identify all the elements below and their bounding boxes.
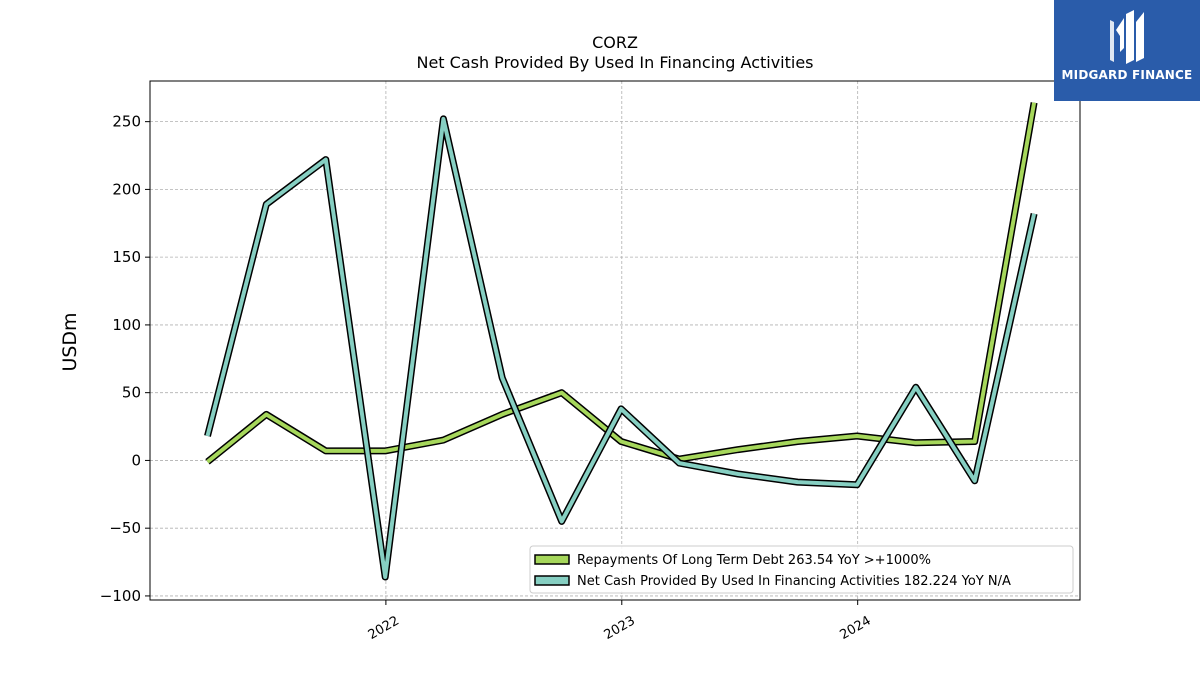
legend-label: Net Cash Provided By Used In Financing A… bbox=[577, 574, 1011, 589]
x-axis: 2022 2023 2024 bbox=[366, 600, 874, 643]
series-line bbox=[205, 116, 1037, 579]
legend-label: Repayments Of Long Term Debt 263.54 YoY … bbox=[577, 553, 931, 568]
y-tick-label: 150 bbox=[112, 248, 141, 266]
y-axis: −100 −50 0 50 100 150 200 250 bbox=[100, 113, 150, 605]
x-tick-label: 2023 bbox=[602, 613, 638, 643]
legend: Repayments Of Long Term Debt 263.54 YoY … bbox=[529, 545, 1074, 594]
y-tick-label: 250 bbox=[112, 113, 141, 131]
grid-lines bbox=[150, 81, 1080, 600]
y-tick-label: −100 bbox=[100, 587, 141, 605]
legend-swatch bbox=[534, 575, 570, 586]
series-line bbox=[206, 102, 1037, 464]
chart-title: CORZ bbox=[592, 33, 638, 52]
logo-mark-icon bbox=[1110, 10, 1144, 64]
series-1 bbox=[205, 102, 1038, 465]
legend-box bbox=[529, 545, 1074, 594]
y-tick-label: −50 bbox=[109, 519, 141, 537]
series-lines bbox=[204, 102, 1038, 581]
y-tick-label: 100 bbox=[112, 316, 141, 334]
y-tick-label: 200 bbox=[112, 180, 141, 198]
chart-subtitle: Net Cash Provided By Used In Financing A… bbox=[416, 53, 814, 72]
brand-name: MIDGARD FINANCE bbox=[1061, 68, 1193, 82]
y-tick-label: 0 bbox=[131, 451, 141, 469]
legend-swatch bbox=[534, 554, 570, 565]
y-axis-label: USDm bbox=[59, 312, 81, 371]
brand-logo: MIDGARD FINANCE bbox=[1054, 0, 1200, 101]
y-tick-label: 50 bbox=[122, 384, 141, 402]
x-tick-label: 2024 bbox=[838, 613, 874, 643]
plot-frame bbox=[149, 80, 1081, 601]
series-2 bbox=[204, 115, 1038, 581]
x-tick-label: 2022 bbox=[366, 613, 402, 643]
